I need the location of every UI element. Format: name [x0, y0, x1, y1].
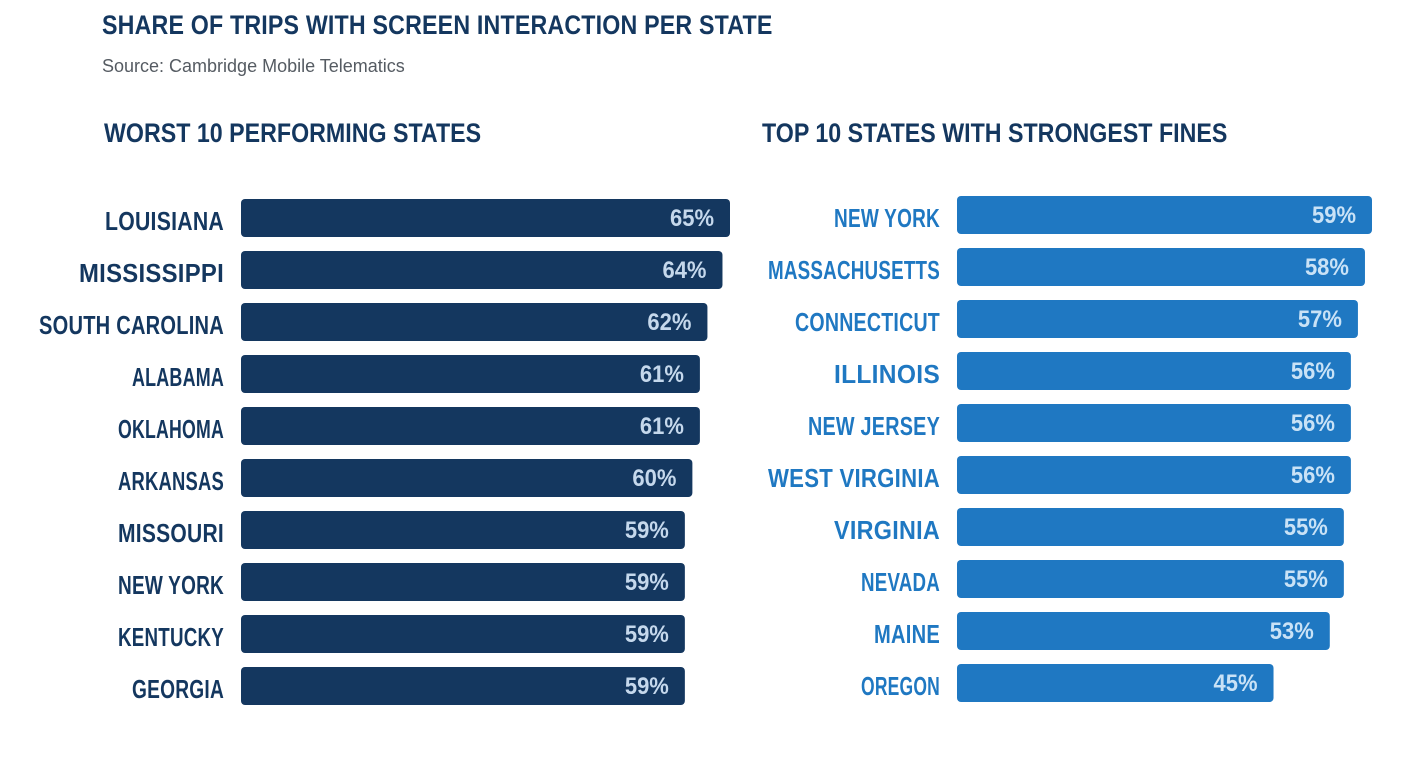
worst-bar-9 — [241, 615, 685, 653]
worst-bar-7 — [241, 511, 685, 549]
worst-category-label-5: OKLAHOMA — [118, 414, 224, 444]
right-panel-title: TOP 10 STATES WITH STRONGEST FINES — [762, 118, 1228, 148]
worst-value-label-5: 61% — [640, 413, 684, 440]
worst-bar-5 — [241, 407, 700, 445]
worst-category-label-3: SOUTH CAROLINA — [39, 310, 224, 340]
fines-category-label-2: MASSACHUSETTS — [768, 255, 940, 285]
fines-bar-9 — [957, 612, 1330, 650]
fines-category-label-1: NEW YORK — [834, 203, 940, 233]
worst-category-label-2: MISSISSIPPI — [79, 258, 224, 288]
worst-category-label-10: GEORGIA — [132, 674, 224, 704]
worst-bar-6 — [241, 459, 693, 497]
worst-bar-10 — [241, 667, 685, 705]
worst-value-label-6: 60% — [632, 465, 676, 492]
worst-bar-4 — [241, 355, 700, 393]
worst-category-label-1: LOUISIANA — [105, 206, 224, 236]
worst-category-label-8: NEW YORK — [118, 570, 224, 600]
fines-value-label-6: 56% — [1291, 462, 1335, 489]
fines-bar-1 — [957, 196, 1372, 234]
fines-value-label-5: 56% — [1291, 410, 1335, 437]
fines-value-label-7: 55% — [1284, 514, 1328, 541]
fines-bar-10 — [957, 664, 1274, 702]
fines-bar-8 — [957, 560, 1344, 598]
worst-bar-3 — [241, 303, 708, 341]
worst-value-label-1: 65% — [670, 205, 714, 232]
fines-category-label-9: MAINE — [874, 619, 940, 649]
fines-bar-5 — [957, 404, 1351, 442]
fines-category-label-8: NEVADA — [861, 567, 940, 597]
fines-value-label-9: 53% — [1270, 618, 1314, 645]
fines-category-label-6: WEST VIRGINIA — [768, 463, 940, 493]
worst-value-label-10: 59% — [625, 673, 669, 700]
worst-value-label-7: 59% — [625, 517, 669, 544]
fines-category-label-10: OREGON — [861, 671, 940, 701]
worst-value-label-9: 59% — [625, 621, 669, 648]
fines-category-label-5: NEW JERSEY — [808, 411, 940, 441]
worst-bar-8 — [241, 563, 685, 601]
fines-category-label-7: VIRGINIA — [834, 515, 940, 545]
worst-value-label-2: 64% — [662, 257, 706, 284]
fines-bar-7 — [957, 508, 1344, 546]
fines-value-label-2: 58% — [1305, 254, 1349, 281]
fines-value-label-10: 45% — [1214, 670, 1258, 697]
fines-bar-6 — [957, 456, 1351, 494]
fines-value-label-1: 59% — [1312, 202, 1356, 229]
fines-bar-3 — [957, 300, 1358, 338]
fines-bar-2 — [957, 248, 1365, 286]
worst-value-label-4: 61% — [640, 361, 684, 388]
worst-value-label-3: 62% — [647, 309, 691, 336]
source-note: Source: Cambridge Mobile Telematics — [102, 56, 405, 76]
left-panel-title: WORST 10 PERFORMING STATES — [104, 118, 482, 148]
fines-value-label-3: 57% — [1298, 306, 1342, 333]
worst-bar-2 — [241, 251, 723, 289]
worst-value-label-8: 59% — [625, 569, 669, 596]
chart-main-title: SHARE OF TRIPS WITH SCREEN INTERACTION P… — [102, 10, 773, 40]
fines-category-label-4: ILLINOIS — [834, 359, 940, 389]
fines-category-label-3: CONNECTICUT — [795, 307, 940, 337]
worst-category-label-9: KENTUCKY — [118, 622, 224, 652]
worst-category-label-4: ALABAMA — [132, 362, 224, 392]
worst-bar-1 — [241, 199, 730, 237]
fines-bar-4 — [957, 352, 1351, 390]
worst-category-label-7: MISSOURI — [118, 518, 224, 548]
fines-value-label-8: 55% — [1284, 566, 1328, 593]
fines-value-label-4: 56% — [1291, 358, 1335, 385]
worst-category-label-6: ARKANSAS — [118, 466, 224, 496]
worst-states-bar-chart: 65% LOUISIANA 64% MISSISSIPPI 62% SOUTH CAROL… — [39, 199, 730, 705]
